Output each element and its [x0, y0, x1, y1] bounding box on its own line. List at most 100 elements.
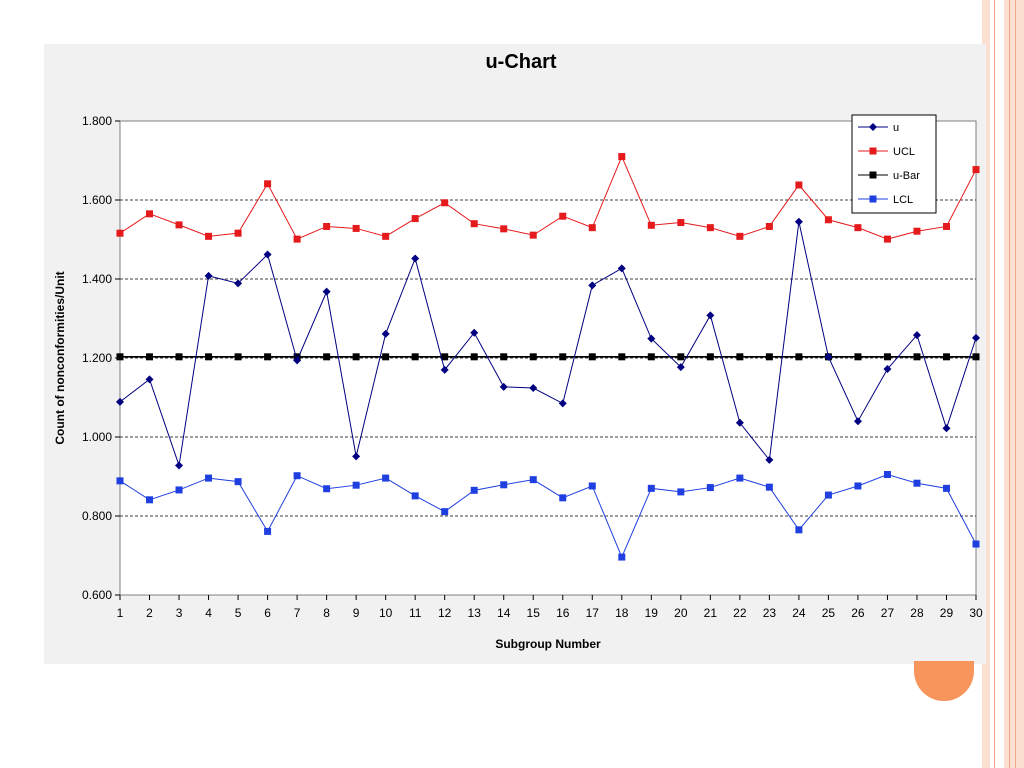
x-tick-label: 12	[438, 606, 452, 620]
point-u-bar	[411, 353, 419, 361]
point-ucl	[913, 227, 921, 235]
point-u-bar	[883, 353, 891, 361]
point-u-bar	[352, 353, 360, 361]
point-lcl	[883, 471, 891, 479]
x-tick-label: 26	[851, 606, 865, 620]
deco-stripe-1	[982, 0, 990, 768]
point-ucl	[323, 222, 331, 230]
y-tick-label: 1.200	[82, 351, 112, 365]
point-ucl	[854, 224, 862, 232]
x-axis-title: Subgroup Number	[495, 637, 601, 651]
point-lcl	[529, 476, 537, 484]
series-line-lcl	[119, 473, 977, 559]
point-lcl	[559, 494, 567, 502]
point-lcl	[765, 483, 773, 491]
x-tick-label: 9	[353, 606, 360, 620]
point-u	[440, 365, 449, 374]
point-lcl	[588, 482, 596, 490]
point-u	[824, 352, 833, 361]
point-lcl	[205, 474, 213, 482]
point-ucl	[736, 232, 744, 240]
point-u-bar	[588, 353, 596, 361]
point-ucl	[205, 232, 213, 240]
y-tick-label: 0.800	[82, 509, 112, 523]
series-u	[116, 217, 980, 470]
point-u-bar	[234, 353, 242, 361]
deco-line-3	[1015, 0, 1016, 768]
series-line-u	[119, 221, 977, 466]
point-u	[883, 365, 892, 374]
point-ucl	[470, 220, 478, 228]
point-ucl	[293, 235, 301, 243]
x-tick-label: 20	[674, 606, 688, 620]
point-u-bar	[175, 353, 183, 361]
point-lcl	[234, 478, 242, 486]
x-tick-label: 16	[556, 606, 570, 620]
point-u	[411, 254, 420, 263]
point-u-bar	[323, 353, 331, 361]
point-u-bar	[618, 353, 626, 361]
point-ucl	[588, 224, 596, 232]
point-ucl	[146, 210, 154, 218]
legend-label-u: u	[893, 122, 899, 134]
point-lcl	[647, 484, 655, 492]
point-u-bar	[382, 353, 390, 361]
point-u-bar	[972, 353, 980, 361]
point-ucl	[264, 180, 272, 188]
point-lcl	[854, 482, 862, 490]
x-tick-label: 14	[497, 606, 511, 620]
point-u	[529, 384, 538, 393]
point-u	[293, 356, 302, 365]
legend-marker-lcl	[869, 195, 877, 203]
x-tick-label: 23	[763, 606, 777, 620]
point-lcl	[677, 488, 685, 496]
point-ucl	[647, 221, 655, 229]
point-lcl	[441, 508, 449, 516]
point-ucl	[529, 231, 537, 239]
point-ucl	[352, 224, 360, 232]
point-u	[558, 399, 567, 408]
point-ucl	[706, 224, 714, 232]
point-u	[175, 461, 184, 470]
y-tick-label: 1.600	[82, 193, 112, 207]
point-ucl	[175, 221, 183, 229]
point-u-bar	[146, 353, 154, 361]
point-u-bar	[913, 353, 921, 361]
point-u	[972, 333, 980, 342]
x-tick-label: 4	[205, 606, 212, 620]
point-u-bar	[470, 353, 478, 361]
deco-line-1	[994, 0, 995, 768]
point-u	[352, 452, 361, 461]
point-u	[912, 331, 921, 340]
point-ucl	[382, 232, 390, 240]
point-ucl	[441, 199, 449, 207]
point-lcl	[942, 484, 950, 492]
y-tick-label: 1.000	[82, 430, 112, 444]
point-ucl	[234, 229, 242, 237]
legend-label-ucl: UCL	[893, 146, 915, 158]
x-axis-ticks: 1 2 3 4 5 6 7 8 9 10 11 12 13 14 15 16 17 18 19 20 21 22 23 24 2…	[117, 595, 983, 620]
point-u	[588, 281, 597, 290]
deco-line-2	[1009, 0, 1010, 768]
point-ucl	[116, 229, 124, 237]
point-u-bar	[529, 353, 537, 361]
point-u-bar	[647, 353, 655, 361]
point-u	[470, 328, 479, 337]
point-lcl	[972, 540, 980, 548]
point-u	[794, 217, 803, 226]
legend: u UCL u-Bar LCL	[851, 114, 937, 214]
point-ucl	[677, 219, 685, 227]
legend-box	[851, 114, 937, 214]
legend-label-u-bar: u-Bar	[893, 170, 920, 182]
point-ucl	[559, 212, 567, 220]
point-ucl	[765, 222, 773, 230]
point-u-bar	[795, 353, 803, 361]
point-lcl	[352, 481, 360, 489]
point-u-bar	[765, 353, 773, 361]
point-u	[322, 287, 331, 296]
point-lcl	[706, 484, 714, 492]
y-tick-label: 1.800	[82, 114, 112, 128]
point-lcl	[736, 474, 744, 482]
series-u-bar	[116, 353, 980, 361]
x-tick-label: 29	[940, 606, 954, 620]
